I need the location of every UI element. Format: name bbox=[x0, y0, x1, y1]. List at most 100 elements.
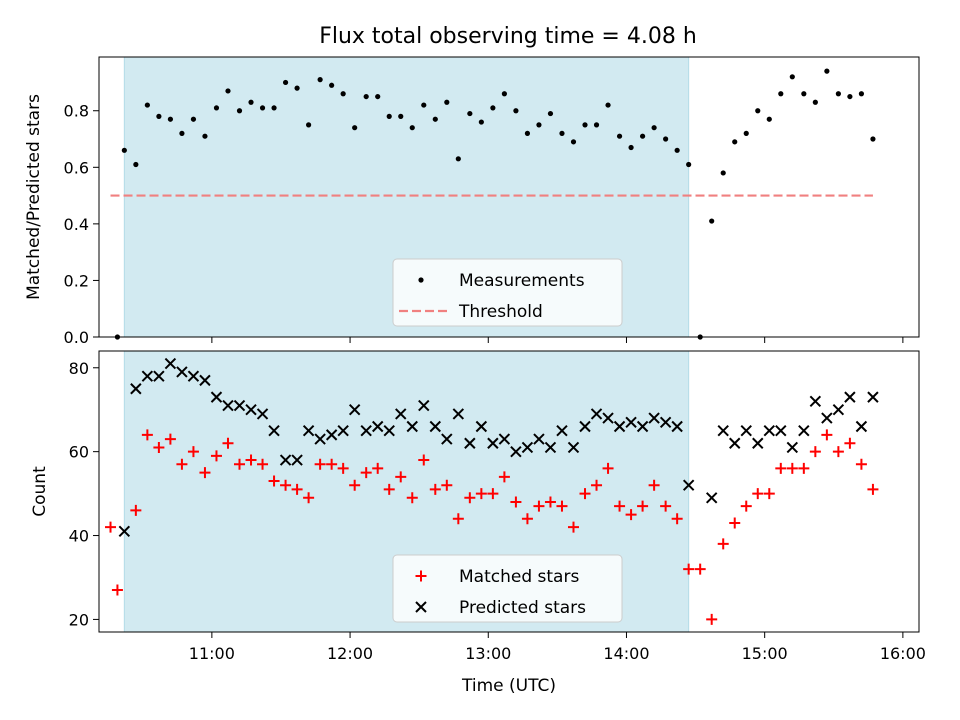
bottom-legend: Matched stars Predicted stars bbox=[392, 554, 623, 623]
x-axis-label: Time (UTC) bbox=[461, 676, 556, 696]
predicted-star-point bbox=[256, 408, 269, 420]
measurement-point bbox=[536, 122, 542, 128]
predicted-star-point bbox=[821, 412, 833, 424]
x-tick-label: 14:00 bbox=[603, 644, 649, 663]
measurement-point bbox=[870, 136, 876, 142]
measurement-point bbox=[144, 102, 150, 108]
measurement-point bbox=[340, 91, 346, 97]
predicted-star-point bbox=[141, 370, 154, 382]
bottom-ticks: 20 40 60 80 11:00 12:00 13:00 14:00 15:00 16:00 bbox=[69, 359, 926, 663]
measurement-point bbox=[789, 74, 795, 80]
matched-star-point bbox=[210, 450, 222, 462]
measurement-point bbox=[329, 82, 335, 88]
measurement-point bbox=[398, 113, 404, 119]
measurement-point bbox=[766, 116, 772, 122]
legend-measurements-marker bbox=[418, 277, 424, 283]
predicted-star-point bbox=[798, 424, 810, 437]
predicted-star-point bbox=[867, 391, 879, 403]
measurement-point bbox=[628, 144, 634, 151]
measurement-point bbox=[156, 113, 162, 119]
bottom-y-axis-label: Count bbox=[30, 466, 50, 517]
measurement-point bbox=[121, 147, 127, 153]
legend-predicted-marker bbox=[415, 601, 427, 613]
top-legend: Measurements Threshold bbox=[392, 258, 623, 327]
measurement-point bbox=[570, 139, 577, 145]
matched-star-point bbox=[740, 500, 752, 512]
matched-star-point bbox=[222, 437, 234, 449]
matched-star-point bbox=[717, 538, 729, 550]
predicted-star-point bbox=[855, 420, 868, 433]
measurement-point bbox=[190, 116, 197, 122]
predicted-star-point bbox=[682, 479, 695, 491]
measurement-point bbox=[616, 133, 623, 139]
matched-star-point bbox=[268, 475, 280, 487]
legend-label: Predicted stars bbox=[459, 598, 586, 618]
predicted-star-point bbox=[832, 404, 845, 416]
measurement-point bbox=[133, 161, 139, 168]
measurement-point bbox=[317, 77, 323, 83]
matched-star-point bbox=[429, 483, 441, 495]
bottom-y-tick-label: 60 bbox=[69, 443, 89, 462]
matched-star-point bbox=[729, 517, 741, 529]
measurement-point bbox=[547, 110, 554, 117]
matched-star-point bbox=[694, 563, 706, 575]
measurement-point bbox=[259, 105, 266, 111]
measurement-point bbox=[847, 93, 853, 100]
measurement-point bbox=[467, 110, 473, 117]
measurement-point bbox=[582, 122, 588, 128]
matched-star-point bbox=[326, 458, 338, 470]
chart-title: Flux total observing time = 4.08 h bbox=[319, 24, 697, 49]
measurement-point bbox=[478, 119, 484, 125]
predicted-star-point bbox=[383, 424, 395, 437]
matched-star-point bbox=[671, 513, 683, 525]
matched-star-point bbox=[105, 521, 117, 533]
matched-star-point bbox=[111, 584, 123, 596]
matched-star-point bbox=[763, 488, 775, 500]
measurement-point bbox=[432, 116, 438, 122]
matched-star-point bbox=[660, 500, 672, 512]
top-y-tick-label: 0.8 bbox=[64, 102, 89, 121]
matched-star-point bbox=[752, 488, 764, 500]
matched-star-point bbox=[452, 513, 464, 525]
predicted-star-point bbox=[395, 408, 407, 420]
matched-star-point bbox=[533, 500, 545, 512]
predicted-star-point bbox=[740, 424, 752, 437]
legend-label: Threshold bbox=[458, 302, 543, 322]
predicted-star-point bbox=[487, 437, 499, 449]
measurement-point bbox=[213, 105, 220, 111]
predicted-star-point bbox=[406, 420, 418, 433]
measurement-point bbox=[812, 99, 818, 105]
predicted-star-point bbox=[268, 424, 280, 437]
top-ticks: 0.0 0.2 0.4 0.6 0.8 bbox=[64, 102, 904, 347]
measurement-point bbox=[444, 99, 450, 105]
matched-star-point bbox=[475, 488, 487, 500]
predicted-star-point bbox=[314, 433, 326, 445]
measurement-point bbox=[605, 102, 611, 108]
matched-star-point bbox=[602, 462, 614, 474]
measurement-point bbox=[202, 133, 208, 139]
predicted-star-point bbox=[590, 408, 603, 420]
matched-star-point bbox=[234, 458, 246, 470]
matched-star-point bbox=[349, 479, 361, 491]
predicted-star-point bbox=[498, 433, 511, 445]
predicted-star-point bbox=[671, 420, 683, 433]
predicted-star-point bbox=[222, 399, 234, 412]
predicted-star-point bbox=[625, 416, 637, 429]
measurement-point bbox=[824, 68, 830, 74]
measurement-point bbox=[801, 91, 807, 97]
matched-star-point bbox=[591, 479, 603, 491]
measurement-point bbox=[294, 85, 300, 91]
matched-star-point bbox=[257, 458, 269, 470]
matched-star-point bbox=[821, 429, 833, 441]
matched-star-point bbox=[637, 500, 649, 512]
matched-star-point bbox=[199, 467, 211, 479]
top-panel: 0.00.20.40.60.8 Matched/Predicted stars … bbox=[24, 56, 920, 347]
legend-label: Matched stars bbox=[459, 567, 579, 587]
matched-star-point bbox=[832, 446, 844, 458]
matched-star-point bbox=[614, 500, 626, 512]
measurement-point bbox=[271, 105, 277, 111]
measurement-point bbox=[386, 113, 392, 119]
legend-label: Measurements bbox=[459, 271, 585, 291]
top-y-tick-label: 0.2 bbox=[64, 271, 89, 290]
